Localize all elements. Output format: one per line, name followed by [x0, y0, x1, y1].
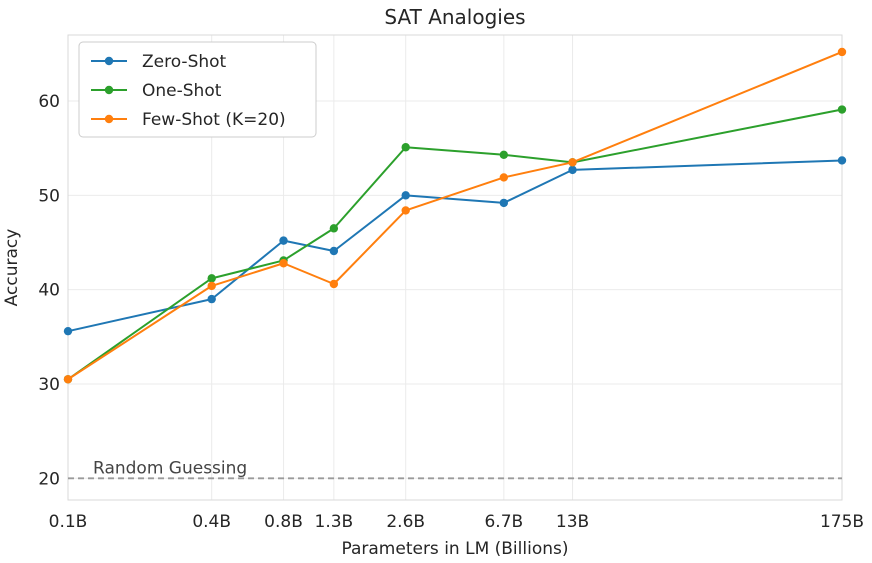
data-point	[568, 158, 577, 167]
legend-label: Few-Shot (K=20)	[142, 110, 286, 130]
x-tick-label: 0.8B	[264, 512, 303, 532]
random-guessing-label: Random Guessing	[93, 458, 247, 478]
data-point	[837, 156, 847, 165]
y-axis: 20 30 40 50 60	[38, 92, 60, 489]
data-point	[499, 150, 509, 159]
series-2	[63, 47, 847, 384]
y-axis-label: Accuracy	[2, 229, 22, 307]
chart-title: SAT Analogies	[384, 5, 525, 29]
x-tick-label: 0.1B	[49, 512, 88, 532]
x-tick-label: 6.7B	[484, 512, 523, 532]
data-point	[329, 279, 339, 289]
legend-label: One-Shot	[142, 81, 222, 101]
legend-item: Few-Shot (K=20)	[91, 110, 286, 130]
data-point	[207, 274, 216, 283]
data-point	[568, 165, 577, 175]
data-point	[401, 191, 410, 200]
data-point	[279, 236, 288, 245]
data-point	[63, 326, 73, 336]
series-1	[63, 105, 847, 384]
legend-marker	[104, 56, 114, 66]
plot-frame	[67, 34, 843, 501]
data-point	[329, 246, 339, 256]
x-tick-label: 13B	[556, 512, 589, 532]
y-tick-label: 30	[38, 375, 60, 395]
legend-box	[78, 41, 317, 138]
data-point	[207, 281, 216, 291]
x-tick-label: 175B	[820, 512, 864, 532]
x-tick-label: 0.4B	[192, 512, 231, 532]
legend: Zero-Shot One-Shot Few-Shot (K=20)	[78, 41, 317, 138]
data-point	[499, 173, 509, 182]
legend-label: Zero-Shot	[142, 52, 227, 72]
data-point	[837, 47, 847, 57]
legend-marker	[104, 114, 114, 124]
y-tick-label: 20	[38, 469, 60, 489]
series-line	[67, 51, 843, 381]
x-axis: 0.1B 0.4B 0.8B 1.3B 2.6B 6.7B 13B 175B	[49, 512, 864, 532]
data-point	[207, 294, 216, 304]
data-point	[837, 105, 847, 114]
data-point	[63, 375, 73, 384]
y-tick-label: 40	[38, 281, 60, 301]
series-0	[63, 156, 847, 336]
data-point	[279, 259, 288, 268]
x-axis-label: Parameters in LM (Billions)	[341, 539, 568, 559]
reference-line-group: Random Guessing	[68, 458, 842, 480]
data-point	[401, 206, 410, 215]
data-point	[499, 198, 509, 208]
x-tick-label: 1.3B	[315, 512, 354, 532]
data-point	[329, 224, 339, 233]
legend-marker	[104, 85, 114, 95]
data-point	[401, 143, 410, 152]
legend-item: Zero-Shot	[91, 52, 227, 72]
x-tick-label: 2.6B	[386, 512, 425, 532]
series-group	[63, 47, 847, 384]
series-line	[67, 159, 843, 333]
legend-item: One-Shot	[91, 81, 222, 101]
y-tick-label: 60	[38, 92, 60, 112]
y-tick-label: 50	[38, 186, 60, 206]
series-line	[67, 108, 843, 381]
